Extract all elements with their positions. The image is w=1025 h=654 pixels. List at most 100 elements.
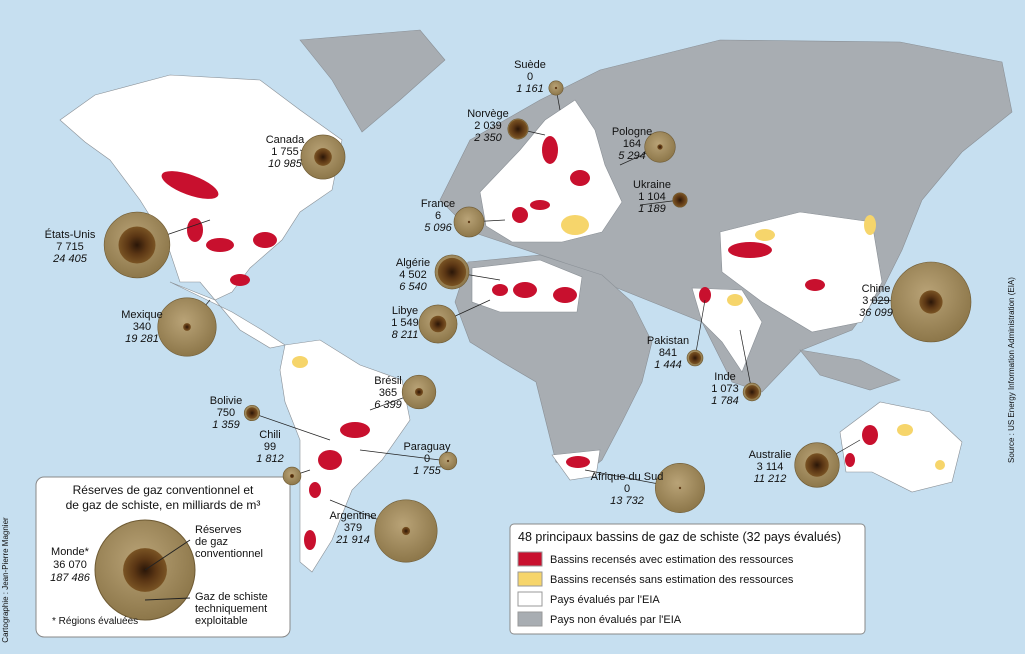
conventional-value: 3 029: [862, 295, 890, 307]
shale-value: 8 211: [392, 329, 419, 341]
conventional-value: 1 755: [271, 146, 299, 158]
legend-swatch: [517, 551, 543, 567]
legend-item: Bassins recensés sans estimation des res…: [550, 574, 794, 586]
legend-swatch: [517, 591, 543, 607]
conventional-value: 0: [527, 71, 533, 83]
country-name: Ukraine: [633, 179, 671, 191]
conventional-circle: [688, 351, 702, 365]
shale-value: 10 985: [268, 158, 303, 170]
country-name: Afrique du Sud: [591, 471, 664, 483]
legend-swatch: [517, 611, 543, 627]
footnote: * Régions évaluées: [52, 616, 138, 627]
country-name: Libye: [392, 305, 418, 317]
shale-value: 19 281: [125, 333, 159, 345]
basins: [161, 136, 878, 550]
shale-value: 1 161: [516, 83, 544, 95]
conventional-circle: [508, 119, 528, 139]
world-shale: 187 486: [50, 572, 91, 584]
conventional-value: 7 715: [56, 241, 84, 253]
conventional-circle: [745, 385, 759, 399]
shale-value: 1 784: [711, 395, 739, 407]
legend-item: Bassins recensés avec estimation des res…: [550, 554, 794, 566]
country-name: Paraguay: [403, 441, 451, 453]
conventional-value: 6: [435, 210, 441, 222]
conventional-value: 750: [217, 407, 235, 419]
shale-value: 21 914: [335, 534, 370, 546]
country-name: Argentine: [329, 510, 376, 522]
legend-swatch: [517, 571, 543, 587]
shale-value: 1 812: [256, 453, 284, 465]
legend-basins-box: [509, 523, 866, 635]
connector: [251, 412, 331, 441]
country-name: Australie: [749, 449, 792, 461]
shale-value: 36 099: [859, 307, 893, 319]
conventional-circle: [678, 486, 682, 490]
country-name: Brésil: [374, 375, 402, 387]
world-name: Monde*: [51, 546, 90, 558]
legend-item: Pays évalués par l'EIA: [550, 594, 660, 606]
conventional-circle: [554, 86, 558, 90]
country-name: Mexique: [121, 309, 163, 321]
shale-value: 6 540: [399, 281, 427, 293]
conventional-label: de gaz: [195, 536, 228, 548]
country-name: Canada: [266, 134, 305, 146]
legend-item: Pays non évalués par l'EIA: [550, 614, 682, 626]
legend-title: Réserves de gaz conventionnel et: [73, 483, 254, 497]
shale-value: 11 212: [754, 473, 787, 485]
conventional-value: 340: [133, 321, 151, 333]
country-name: Pologne: [612, 126, 652, 138]
country-name: États-Unis: [45, 228, 96, 241]
conventional-label: Réserves: [195, 524, 242, 536]
conventional-value: 4 502: [399, 269, 427, 281]
conventional-value: 365: [379, 387, 397, 399]
conventional-circle: [314, 148, 332, 166]
legend-pointer: [144, 597, 191, 601]
conventional-circle: [919, 290, 943, 314]
conventional-value: 841: [659, 347, 677, 359]
conventional-circle: [467, 220, 471, 224]
shale-label: exploitable: [195, 615, 248, 627]
shale-value: 13 732: [610, 495, 644, 507]
shale-value: 1 444: [654, 359, 682, 371]
country-name: France: [421, 198, 455, 210]
conventional-circle: [437, 257, 467, 287]
conventional-circle: [401, 526, 411, 536]
conventional-value: 0: [424, 453, 430, 465]
conventional-value: 1 549: [391, 317, 419, 329]
conventional-circle: [246, 407, 258, 419]
conventional-value: 3 114: [757, 461, 784, 473]
shale-label: techniquement: [195, 603, 267, 615]
conventional-value: 1 104: [638, 191, 666, 203]
conventional-circle: [289, 473, 295, 479]
country-name: Bolivie: [210, 395, 242, 407]
country-name: Pakistan: [647, 335, 689, 347]
conventional-circle: [183, 323, 191, 331]
credit: Cartographie : Jean-Pierre Magnier: [1, 517, 10, 643]
connector: [359, 449, 449, 462]
country-name: Chine: [862, 283, 891, 295]
conventional-circle: [673, 193, 687, 207]
shale-value: 6 399: [374, 399, 402, 411]
conventional-circle: [805, 453, 829, 477]
conventional-circle: [446, 459, 450, 463]
shale-value: 5 294: [618, 150, 646, 162]
conventional-label: conventionnel: [195, 548, 263, 560]
conventional-value: 164: [623, 138, 641, 150]
country-name: Chili: [259, 429, 280, 441]
conventional-circle: [414, 387, 424, 397]
conventional-value: 379: [344, 522, 362, 534]
conventional-value: 1 073: [711, 383, 739, 395]
country-name: Algérie: [396, 257, 430, 269]
shale-value: 1 189: [638, 203, 666, 215]
country-name: Suède: [514, 59, 546, 71]
legend-title: 48 principaux bassins de gaz de schiste …: [518, 530, 841, 544]
country-name: Inde: [714, 371, 735, 383]
shale-label: Gaz de schiste: [195, 591, 268, 603]
source: Source : US Energy Information Administr…: [1007, 277, 1016, 463]
shale-value: 24 405: [52, 253, 88, 265]
world-conventional: 36 070: [53, 559, 87, 571]
basins-unestimated: [292, 215, 945, 470]
legend-title: de gaz de schiste, en milliards de m³: [66, 498, 261, 512]
